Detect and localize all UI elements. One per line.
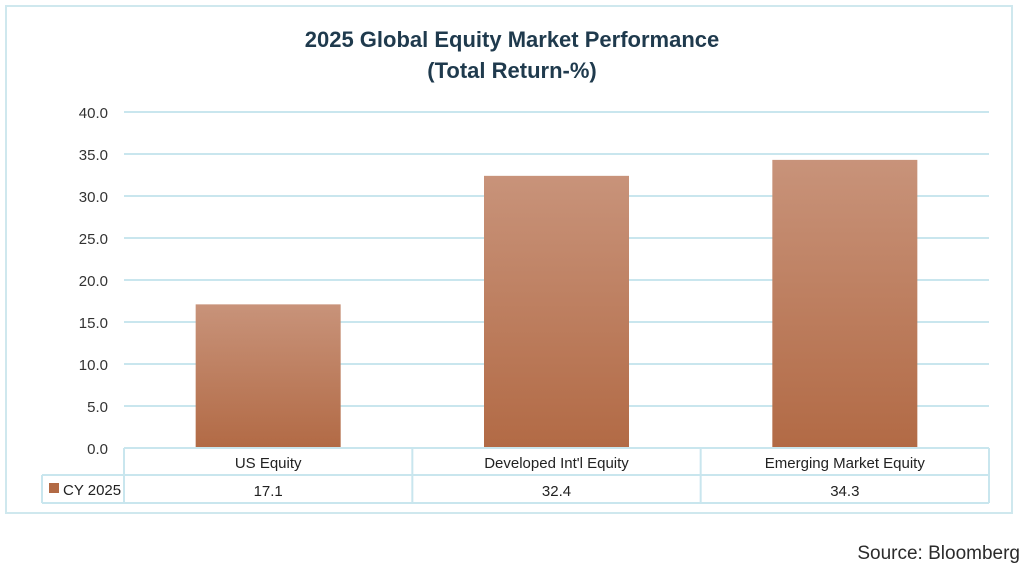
y-tick-label: 30.0 [79,189,108,206]
y-tick-label: 15.0 [79,315,108,332]
source-note: Source: Bloomberg [857,543,1020,564]
y-tick-label: 10.0 [79,357,108,374]
y-tick-label: 25.0 [79,231,108,248]
legend-swatch [49,483,59,493]
bar [772,159,918,448]
bar [195,304,341,448]
y-tick-label: 35.0 [79,147,108,164]
data-table: US Equity 17.1 Developed Int'l Equity 32.4 E… [41,447,990,504]
chart-title-line1: 2025 Global Equity Market Performance [304,27,720,52]
category-label: US Equity [235,455,302,472]
chart-frame [5,5,1013,514]
category-label: Emerging Market Equity [765,455,926,472]
data-value-label: 32.4 [542,483,571,500]
data-value-label: 34.3 [830,483,859,500]
legend-label: CY 2025 [63,482,121,499]
y-tick-label: 5.0 [87,399,108,416]
chart-subtitle: (Total Return-%) [427,58,597,83]
data-value-label: 17.1 [254,483,283,500]
bars [195,159,918,448]
chart-title: 2025 Global Equity Market Performance (T… [0,24,1024,86]
bar-chart: 0.0 5.0 10.0 15.0 20.0 25.0 30.0 35.0 40.0 US Eq… [41,105,990,504]
y-tick-label: 40.0 [79,105,108,122]
category-label: Developed Int'l Equity [484,455,629,472]
y-tick-label: 20.0 [79,273,108,290]
y-tick-label: 0.0 [87,441,108,458]
bar [484,175,629,448]
y-axis-ticks: 0.0 5.0 10.0 15.0 20.0 25.0 30.0 35.0 40.0 [79,105,108,458]
